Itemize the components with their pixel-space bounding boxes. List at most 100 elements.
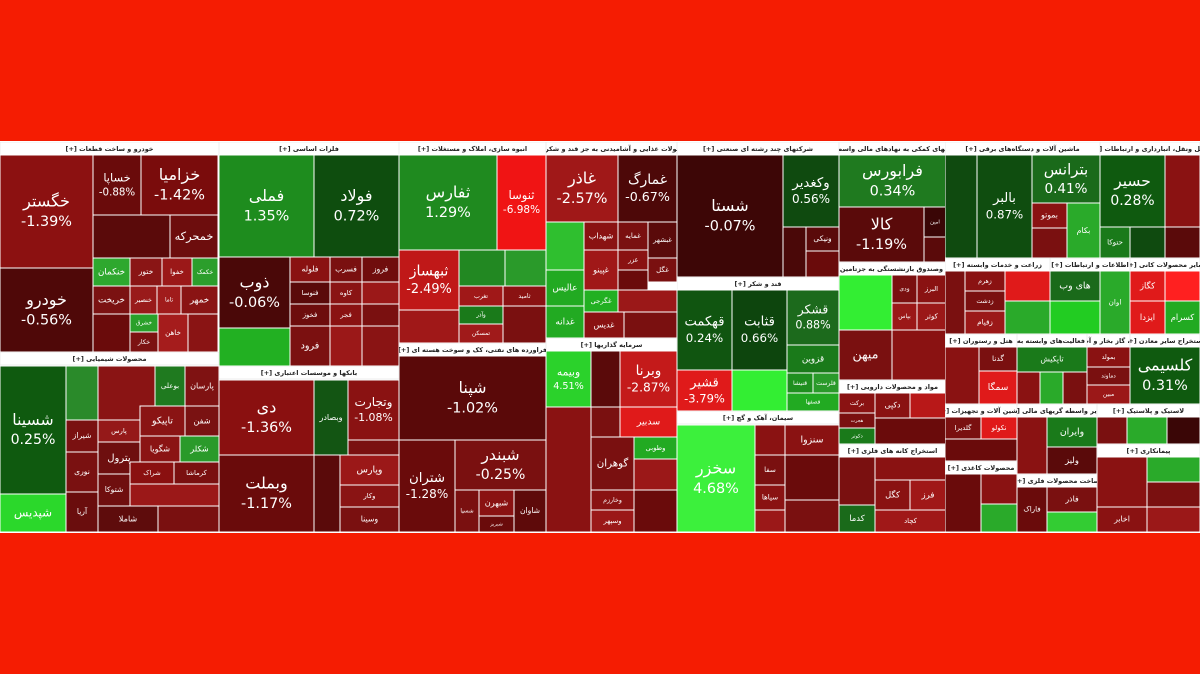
tile: [754, 454, 786, 486]
tile-symbol: عالیس: [552, 284, 577, 294]
tile-symbol: گدنا: [992, 354, 1004, 363]
tile-change: 0.72%: [334, 208, 380, 224]
sector-title: لاستیک و پلاستیک [+]: [1113, 407, 1184, 415]
tile: [945, 473, 982, 532]
tile-change: 0.24%: [686, 331, 723, 345]
tile-change: 0.41%: [1045, 181, 1088, 197]
tile-change: 1.29%: [425, 205, 471, 221]
tile: [677, 289, 733, 371]
tile-symbol: خکمک: [197, 269, 214, 276]
tile-change: -1.19%: [856, 237, 907, 253]
tile: [677, 154, 784, 277]
tile: [399, 154, 498, 251]
tile-symbol: خمحرکه: [175, 229, 214, 244]
tile-symbol: غدیس: [593, 320, 615, 330]
tile: [361, 256, 399, 283]
tile: [546, 350, 592, 408]
tile: [1066, 202, 1100, 258]
tile-symbol: زهرم: [978, 278, 992, 285]
tile: [140, 154, 219, 216]
tile-change: 0.87%: [986, 208, 1023, 222]
tile: [65, 419, 99, 453]
tile: [754, 509, 786, 532]
sector: عرضه برق، گاز بخار و آب گرم [+] بمولد دماو…: [1087, 334, 1130, 404]
tile: [731, 369, 788, 411]
sector-title: استخراج سایر معادن [+]: [1125, 337, 1200, 345]
tile-symbol: بموتو: [1040, 211, 1058, 220]
tile: [1046, 486, 1097, 513]
tile-symbol: شهداب: [589, 231, 614, 241]
sector-title: محصولات کاغذی [+]: [948, 464, 1015, 472]
tile-symbol: غاذر: [567, 168, 596, 188]
sector: مواد و محصولات دارویی [+] برکت هجرت دکوثر دک…: [839, 380, 946, 444]
tile-symbol: گوهران: [597, 457, 629, 470]
sector: رایانه و فعالیت‌های وابسته به آن [+] تاپک…: [1017, 334, 1087, 404]
tile-symbol: ایزدا: [1140, 312, 1155, 322]
sector: بیمه وصندوق بازنشستگی به جزتامین [+] ودی ا…: [839, 262, 946, 380]
tile-symbol: شتوکا: [105, 485, 124, 494]
sector: خودرو و ساخت قطعات [+] خگستر -1.39% خودرو -0…: [0, 142, 219, 352]
tile-symbol: وکغدیر: [791, 176, 829, 191]
tile: [677, 369, 733, 411]
tile: [1062, 371, 1087, 404]
tile-change: -0.25%: [476, 467, 526, 483]
tile-change: 0.28%: [1110, 193, 1154, 209]
tile-symbol: وپارس: [357, 465, 383, 476]
tile: [129, 483, 219, 507]
tile-symbol: سپاها: [762, 493, 778, 502]
tile-symbol: بکام: [1077, 226, 1091, 235]
tile: [784, 454, 839, 501]
tile: [361, 303, 399, 327]
tile: [546, 305, 585, 338]
tile-symbol: وبصادر: [318, 412, 342, 422]
sector: پیمانکاری [+] اخابر: [1097, 444, 1200, 532]
tile: [347, 379, 399, 441]
tile-symbol: وتجارت: [354, 395, 392, 410]
tile-change: 0.88%: [795, 319, 830, 332]
tile: [65, 365, 99, 421]
tile-symbol: کسرام: [1171, 312, 1194, 322]
tile-symbol: سفا: [764, 465, 776, 474]
tile: [92, 154, 142, 216]
tile: [784, 424, 839, 456]
tile-change: -1.42%: [154, 187, 205, 203]
tile: [1100, 154, 1166, 228]
sector: محصولات شیمیایی [+] شسینا 0.25% شپدیس شیراز ن…: [0, 352, 219, 532]
tile-change: -6.98%: [503, 204, 540, 216]
tile-symbol: ثفارس: [426, 182, 471, 202]
tile: [1017, 416, 1048, 474]
sector: ماشین آلات و تجهیزات [+] گلدیرا نکولو: [945, 404, 1017, 461]
tile-symbol: کرماشا: [186, 469, 207, 477]
tile-change: -0.06%: [229, 295, 280, 311]
tile: [945, 154, 978, 258]
tile-symbol: ودی: [899, 286, 909, 293]
sector-title: پیمانکاری [+]: [1127, 447, 1171, 455]
tile: [1146, 481, 1200, 508]
tile-symbol: ذوب: [240, 272, 270, 292]
tile: [1017, 486, 1048, 532]
tile: [617, 269, 649, 291]
tile-symbol: شپنا: [459, 378, 487, 398]
tile-symbol: شسینا: [12, 410, 53, 429]
tile: [1004, 270, 1050, 302]
tile: [1046, 446, 1097, 474]
tile: [1050, 300, 1101, 334]
tile-symbol: خاهن: [165, 328, 181, 337]
sector: استخراج سایر معادن [+] کلسیمی 0.31%: [1125, 334, 1200, 404]
tile: [782, 154, 839, 228]
tile-symbol: بترانس: [1044, 161, 1088, 179]
tile: [590, 350, 621, 408]
tile: [1164, 300, 1200, 334]
sector-title: فعالیتهای کمکی به نهادهای مالی واسط [+]: [822, 145, 963, 153]
tile-symbol: قهکمت: [685, 315, 725, 330]
sector-title: مواد و محصولات دارویی [+]: [847, 383, 938, 391]
tile-symbol: وسینا: [361, 515, 379, 524]
tile-symbol: فرابورس: [862, 161, 923, 181]
sector-title: محصولات غذایی و آشامیدنی به جز قند و شکر…: [531, 144, 691, 153]
tile-symbol: وکار: [363, 492, 376, 500]
tile-symbol: بوعلی: [161, 381, 179, 390]
tile-symbol: تغرب: [474, 293, 488, 300]
tile-symbol: برکت: [850, 400, 865, 407]
tile-symbol: اخابر: [1113, 515, 1130, 524]
tile-symbol: پترول: [107, 453, 131, 464]
